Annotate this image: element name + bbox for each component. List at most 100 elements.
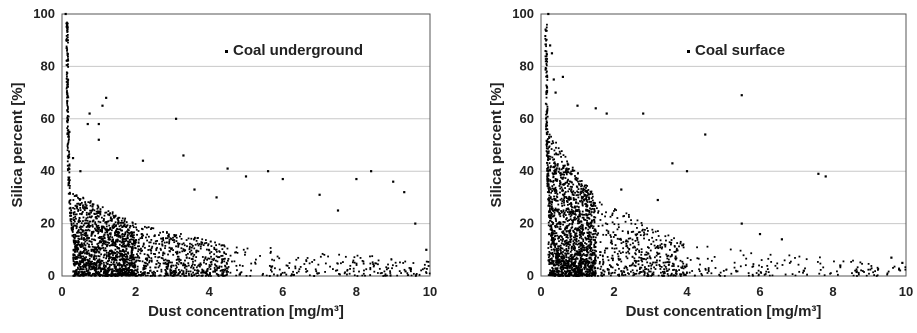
data-point bbox=[565, 209, 568, 212]
data-point bbox=[72, 234, 75, 236]
data-point bbox=[79, 265, 81, 268]
data-point bbox=[564, 239, 567, 242]
data-point bbox=[84, 272, 87, 275]
data-point bbox=[114, 273, 117, 276]
data-point bbox=[83, 242, 86, 245]
data-point bbox=[570, 189, 572, 192]
data-point bbox=[558, 167, 561, 170]
data-point bbox=[589, 274, 592, 277]
data-point bbox=[187, 262, 190, 265]
data-point bbox=[570, 268, 573, 270]
data-point bbox=[117, 239, 119, 242]
data-point bbox=[611, 212, 614, 215]
data-point bbox=[82, 197, 85, 200]
data-point bbox=[574, 262, 577, 265]
data-point bbox=[545, 128, 548, 130]
data-point bbox=[193, 264, 196, 266]
data-point bbox=[126, 234, 129, 237]
data-point bbox=[226, 273, 228, 276]
data-point bbox=[355, 177, 358, 181]
data-point bbox=[555, 259, 557, 262]
data-point bbox=[564, 171, 567, 174]
data-point bbox=[236, 269, 238, 272]
data-point bbox=[656, 259, 658, 262]
data-point bbox=[87, 237, 90, 240]
data-point bbox=[887, 270, 890, 273]
data-point bbox=[549, 262, 552, 265]
data-point bbox=[117, 221, 120, 224]
data-point bbox=[679, 240, 682, 243]
data-point bbox=[819, 268, 822, 271]
data-point bbox=[562, 166, 565, 168]
data-point bbox=[362, 272, 365, 275]
data-point bbox=[582, 249, 585, 251]
data-point bbox=[760, 259, 763, 261]
data-point bbox=[94, 216, 97, 219]
data-point bbox=[210, 263, 213, 266]
data-point bbox=[102, 246, 105, 249]
data-point bbox=[224, 264, 226, 267]
data-point bbox=[558, 253, 560, 256]
data-point bbox=[568, 198, 571, 201]
data-point bbox=[582, 187, 585, 190]
data-point bbox=[100, 259, 103, 262]
data-point bbox=[557, 203, 560, 206]
data-point bbox=[627, 232, 630, 235]
data-point bbox=[95, 271, 98, 274]
data-point bbox=[77, 270, 80, 273]
data-point bbox=[597, 225, 600, 227]
data-point bbox=[586, 205, 588, 208]
data-point bbox=[379, 272, 382, 275]
data-point bbox=[571, 211, 573, 213]
data-point bbox=[659, 268, 662, 270]
data-point bbox=[115, 239, 117, 242]
data-point bbox=[327, 255, 329, 258]
data-point bbox=[79, 170, 82, 173]
data-point bbox=[582, 196, 585, 198]
data-point bbox=[90, 255, 93, 258]
data-point bbox=[752, 274, 754, 277]
data-point bbox=[622, 274, 625, 277]
data-point bbox=[617, 264, 619, 266]
data-point bbox=[165, 274, 168, 277]
data-point bbox=[396, 274, 399, 277]
data-point bbox=[634, 252, 637, 255]
data-point bbox=[180, 262, 183, 264]
data-point bbox=[196, 275, 198, 277]
data-point bbox=[172, 249, 174, 251]
data-point bbox=[548, 216, 550, 218]
data-point bbox=[295, 258, 298, 261]
data-point bbox=[402, 262, 405, 264]
data-point bbox=[572, 229, 575, 232]
data-point bbox=[572, 240, 575, 243]
data-point bbox=[123, 235, 126, 237]
data-point bbox=[582, 262, 585, 265]
data-point bbox=[581, 184, 583, 187]
data-point bbox=[575, 228, 578, 231]
data-point bbox=[582, 258, 585, 261]
data-point bbox=[158, 243, 161, 245]
data-point bbox=[585, 199, 588, 202]
data-point bbox=[588, 226, 591, 229]
data-point bbox=[570, 188, 573, 191]
data-point bbox=[636, 239, 639, 241]
data-point bbox=[177, 263, 180, 266]
data-point bbox=[109, 249, 111, 252]
data-point bbox=[110, 240, 113, 243]
data-point bbox=[79, 207, 82, 209]
data-point bbox=[72, 274, 75, 277]
data-point bbox=[317, 263, 320, 266]
data-point bbox=[179, 271, 181, 274]
data-point bbox=[670, 241, 673, 244]
data-point bbox=[594, 274, 596, 277]
data-point bbox=[150, 227, 153, 229]
data-point bbox=[394, 261, 397, 264]
data-point bbox=[306, 270, 309, 272]
data-point bbox=[641, 264, 644, 266]
data-point bbox=[153, 235, 156, 238]
data-point bbox=[607, 268, 610, 271]
data-point bbox=[99, 236, 101, 238]
data-point bbox=[580, 220, 583, 223]
data-point bbox=[554, 179, 557, 182]
data-point bbox=[569, 185, 572, 188]
